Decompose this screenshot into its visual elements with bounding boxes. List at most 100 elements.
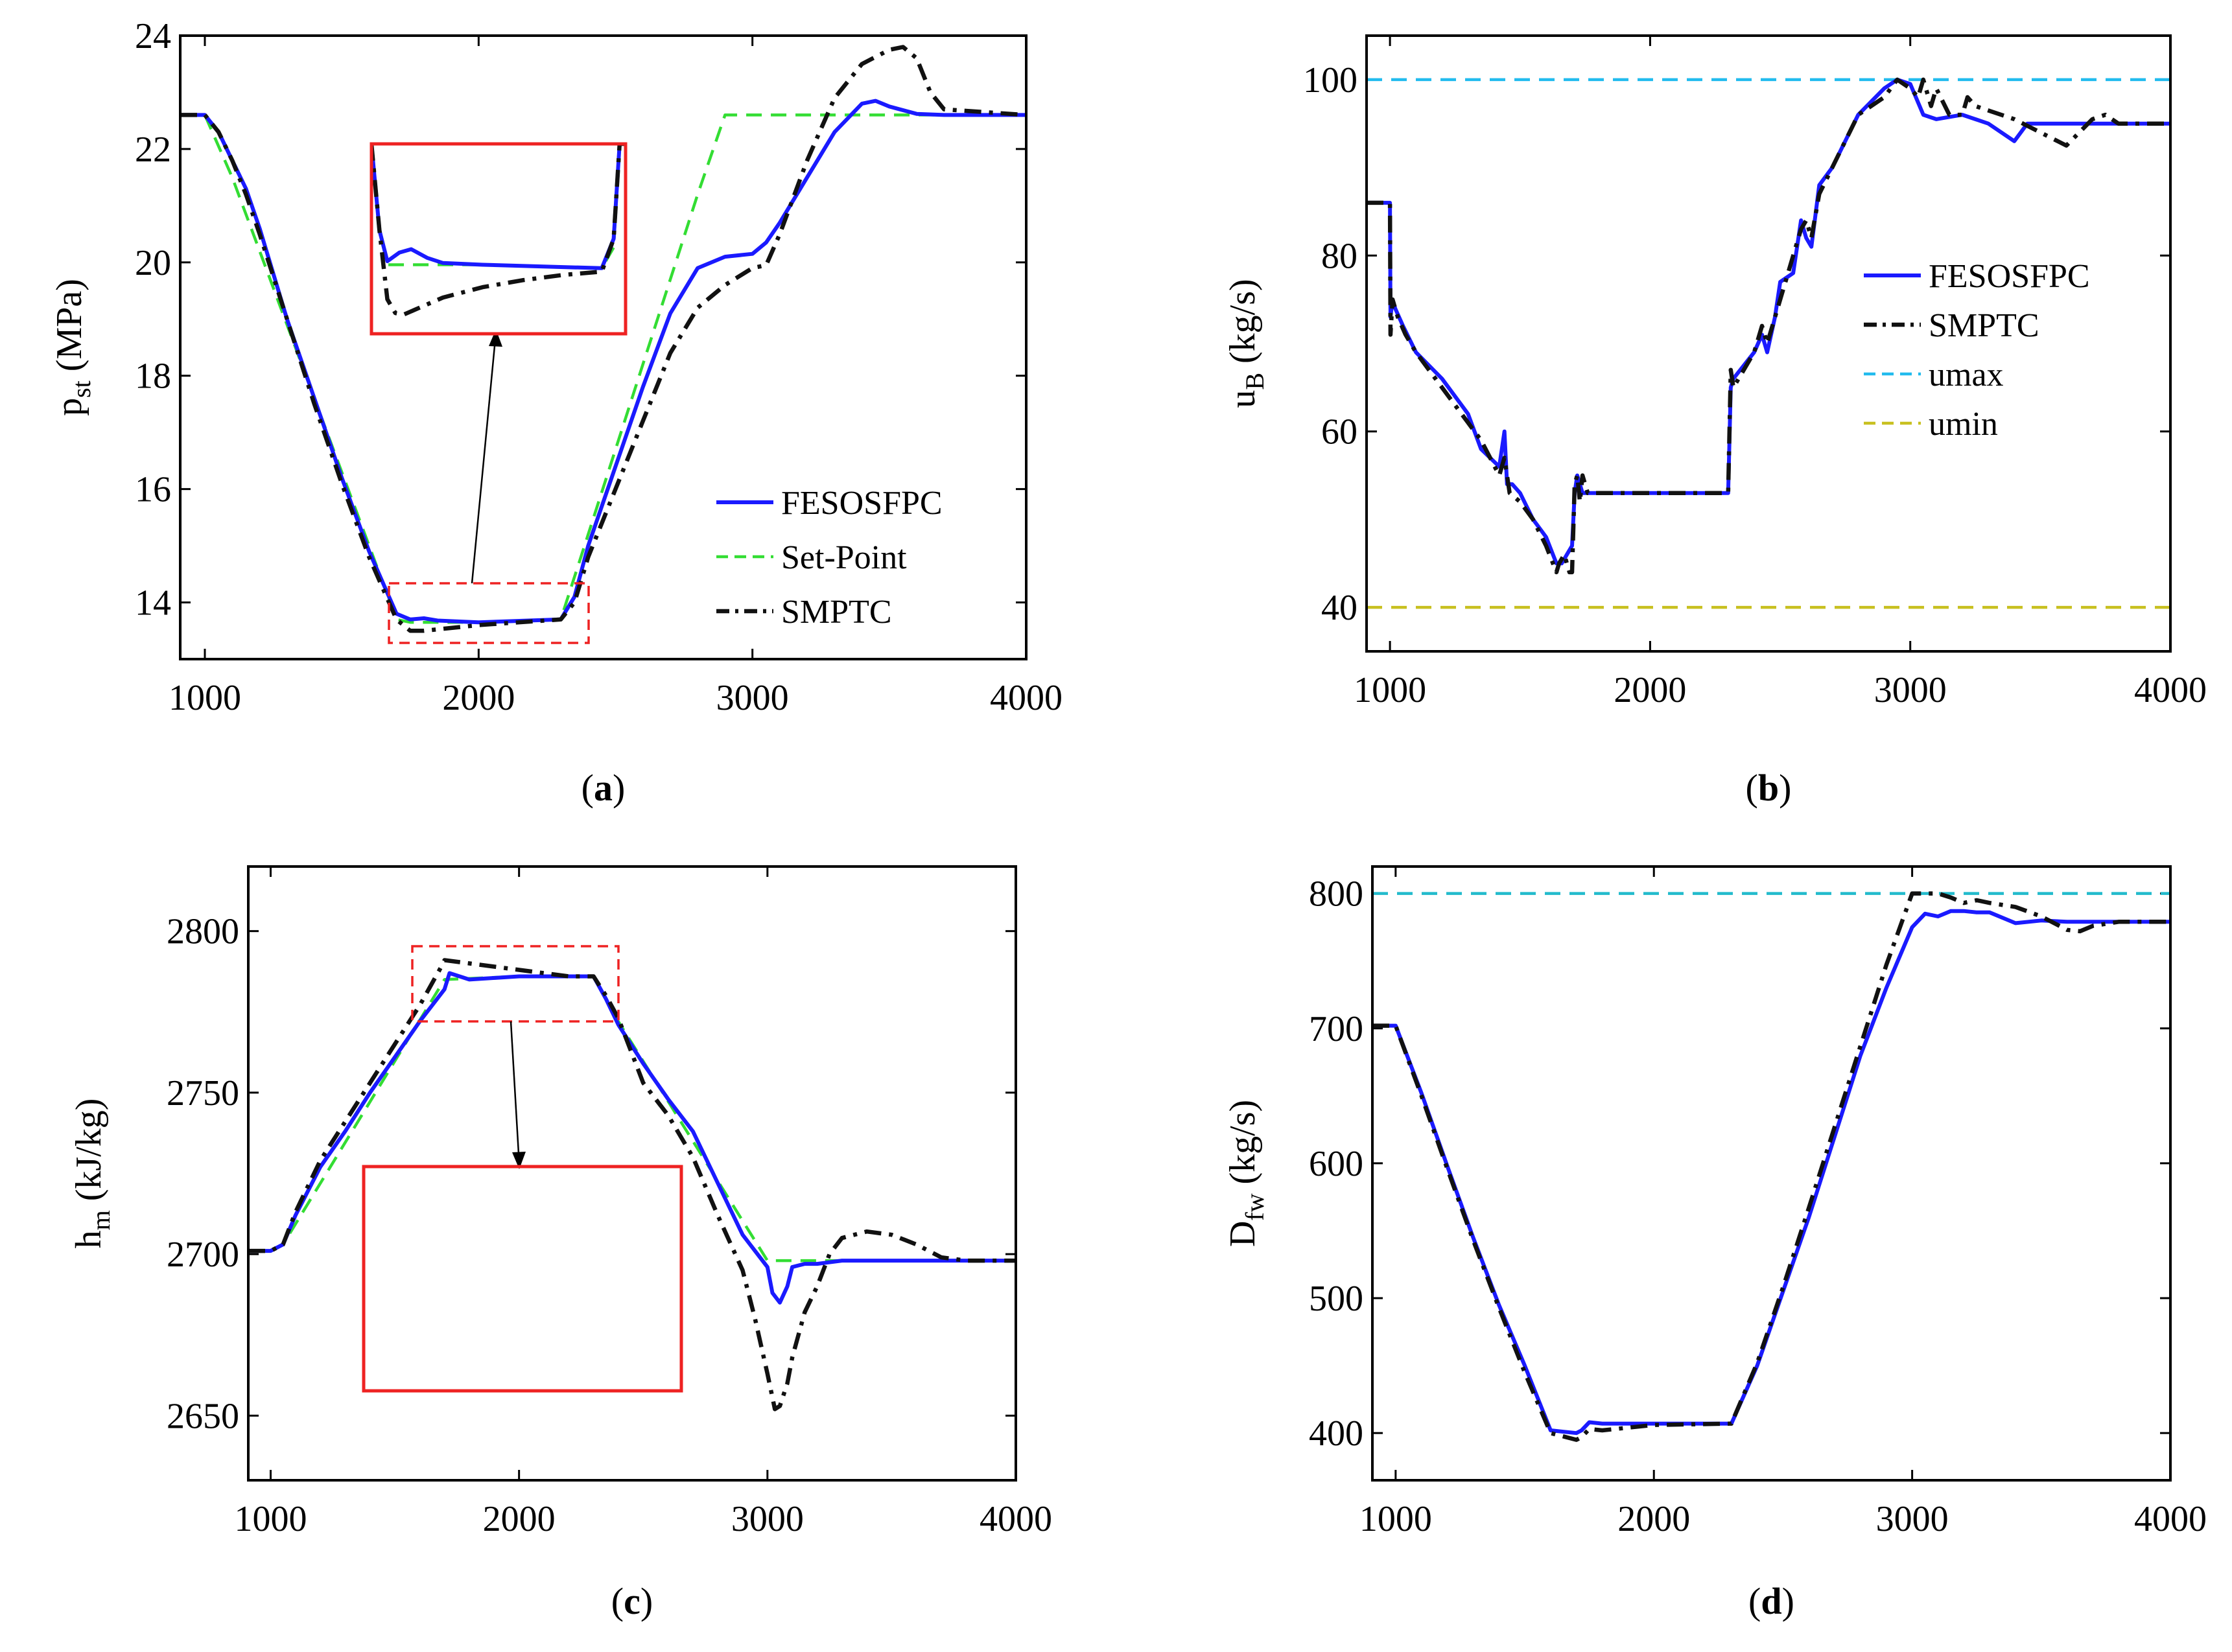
panel-c-ytick-label-3: 2800: [167, 912, 239, 952]
panel-c-xtick-label-2: 3000: [731, 1499, 804, 1539]
panel-c-xtick-label-1: 2000: [483, 1499, 556, 1539]
panel-a-ylabel-space: [49, 371, 89, 380]
panel-d-ytick-label-4: 800: [1309, 874, 1363, 914]
panel-b-legend: FESOSFPC SMPTC umax umin: [1864, 258, 2090, 443]
panel-a-ytick-label-3: 20: [135, 243, 171, 283]
panel-d-ytick-label-3: 700: [1309, 1009, 1363, 1049]
panel-b-xtick-label-0: 1000: [1354, 670, 1426, 710]
panel-a-tick-labels: 1000 2000 3000 4000 14 16 18 20 22 24: [135, 16, 1063, 718]
panel-b-ytick-label-3: 100: [1303, 60, 1357, 100]
panel-b-series-smptc: [1367, 77, 2170, 575]
panel-a-series-smptc: [180, 45, 1026, 633]
panel-a-inset-series-fesosfpc: [371, 144, 626, 270]
panel-b-caption: (b): [1746, 767, 1792, 809]
panel-a-ylabel-main: p: [49, 398, 89, 416]
panel-d: 1000 2000 3000 4000 400 500 600 700 800 Dfw (kg/…: [1223, 865, 2207, 1622]
panel-a-ytick-label-5: 24: [135, 16, 171, 56]
panel-d-ytick-label-2: 600: [1309, 1144, 1363, 1184]
panel-a-xtick-label-0: 1000: [169, 678, 241, 718]
panel-c-zoom-region: [411, 945, 620, 1023]
panel-d-xtick-label-2: 3000: [1876, 1499, 1949, 1539]
panel-a-xtick-label-2: 3000: [716, 678, 789, 718]
panel-c-zoom-arrow: [510, 1021, 520, 1154]
panel-a-plot-frame: [179, 34, 1028, 660]
panel-c-inset-frame: [362, 1165, 683, 1393]
panel-b-xtick-label-2: 3000: [1874, 670, 1947, 710]
panel-a-legend-label-2: SMPTC: [781, 594, 892, 631]
panel-a-legend-label-0: FESOSFPC: [781, 485, 943, 522]
panel-a-zoom-arrow: [471, 332, 497, 584]
panel-c-caption: (c): [611, 1580, 653, 1622]
panel-b-ytick-label-0: 40: [1321, 588, 1357, 628]
panel-c-ytick-label-1: 2700: [167, 1235, 239, 1275]
panel-a-zoom-arrowhead: [489, 329, 502, 347]
panel-a-ytick-label-2: 18: [135, 356, 171, 397]
panel-c-series: [248, 958, 1016, 1412]
panel-b-series: [1367, 77, 2170, 609]
panel-b-ytick-label-2: 80: [1321, 236, 1357, 276]
panel-d-tick-labels: 1000 2000 3000 4000 400 500 600 700 800: [1309, 874, 2207, 1539]
panel-b-xtick-label-1: 2000: [1614, 670, 1686, 710]
panel-b-ylabel-space: [1223, 364, 1263, 373]
panel-c-ylabel-sub: m: [86, 1210, 115, 1230]
panel-b-caption-letter: b: [1758, 767, 1779, 809]
panel-b-ylabel-main: u: [1223, 390, 1263, 408]
panel-c-y-axis-label: hm (kJ/kg): [69, 1099, 115, 1249]
panel-a-inset-series-smptc: [371, 144, 626, 317]
panel-a-ytick-label-4: 22: [135, 130, 171, 170]
panel-a-series: [180, 45, 1026, 633]
panel-c-zoom-arrowhead: [512, 1152, 526, 1169]
panel-a-ylabel-unit: (MPa): [49, 279, 89, 371]
panel-d-ylabel-sub: fw: [1240, 1193, 1269, 1220]
panel-d-xtick-label-1: 2000: [1617, 1499, 1690, 1539]
panel-d-caption-letter: d: [1761, 1580, 1781, 1622]
panel-d-ticks: [1372, 867, 2172, 1480]
panel-a-xtick-label-1: 2000: [442, 678, 515, 718]
panel-d-xtick-label-0: 1000: [1359, 1499, 1432, 1539]
panel-d-xtick-label-3: 4000: [2134, 1499, 2207, 1539]
panel-d-ytick-label-0: 400: [1309, 1414, 1363, 1454]
panel-d-series-fesosfpc: [1372, 909, 2170, 1436]
panel-b-series-fesosfpc: [1367, 77, 2170, 566]
panel-a-series-fesosfpc: [180, 99, 1026, 625]
panel-c-ylabel-main: h: [69, 1230, 109, 1248]
panel-c-caption-letter: c: [624, 1580, 640, 1622]
panel-a-zoom-region: [388, 582, 590, 644]
panel-c-ylabel-unit: (kJ/kg): [69, 1099, 109, 1202]
panel-c-ytick-label-2: 2750: [167, 1073, 239, 1113]
panel-a-xtick-label-3: 4000: [990, 678, 1063, 718]
panel-a-legend: FESOSFPC Set-Point SMPTC: [716, 485, 943, 631]
panel-c-series-smptc: [248, 958, 1016, 1412]
panel-c-ytick-label-0: 2650: [167, 1396, 239, 1436]
panel-a-inset-series: [371, 144, 626, 334]
panel-a-ytick-label-1: 16: [135, 470, 171, 510]
panel-b-ylabel-unit: (kg/s): [1223, 279, 1263, 364]
panel-b-plot-frame: [1365, 34, 2172, 653]
panel-b-legend-label-1: SMPTC: [1929, 307, 2039, 344]
panel-a-caption-letter: a: [594, 767, 613, 809]
panel-a-inset-bg: [371, 144, 626, 334]
panel-b-legend-label-3: umin: [1929, 406, 1998, 443]
panel-a-inset-frame: [370, 142, 628, 336]
panel-d-ylabel-main: D: [1223, 1221, 1263, 1247]
panel-d-ylabel-space: [1223, 1184, 1263, 1193]
panel-a-caption: (a): [581, 767, 626, 809]
panel-d-caption: (d): [1748, 1580, 1794, 1622]
panel-a-ticks: [180, 34, 1028, 659]
panel-d-ytick-label-1: 500: [1309, 1279, 1363, 1319]
panel-b-legend-label-2: umax: [1929, 356, 2004, 393]
panel-a-legend-label-1: Set-Point: [781, 539, 907, 576]
panel-c-series-fesosfpc: [248, 971, 1016, 1305]
panel-d-series-smptc: [1372, 891, 2170, 1442]
panel-d-series: [1372, 891, 2170, 1442]
panel-c-xtick-label-0: 1000: [234, 1499, 307, 1539]
panel-b-y-axis-label: uB (kg/s): [1223, 279, 1269, 408]
panel-c-ylabel-space: [69, 1201, 109, 1210]
panel-a-ylabel-sub: st: [67, 380, 96, 398]
panel-b-legend-label-0: FESOSFPC: [1929, 258, 2090, 295]
panel-c-plot-frame: [247, 865, 1017, 1482]
panel-c-xtick-label-3: 4000: [980, 1499, 1052, 1539]
panel-a-inset-lines: [371, 144, 626, 317]
panel-a-y-axis-label: pst (MPa): [49, 279, 96, 416]
